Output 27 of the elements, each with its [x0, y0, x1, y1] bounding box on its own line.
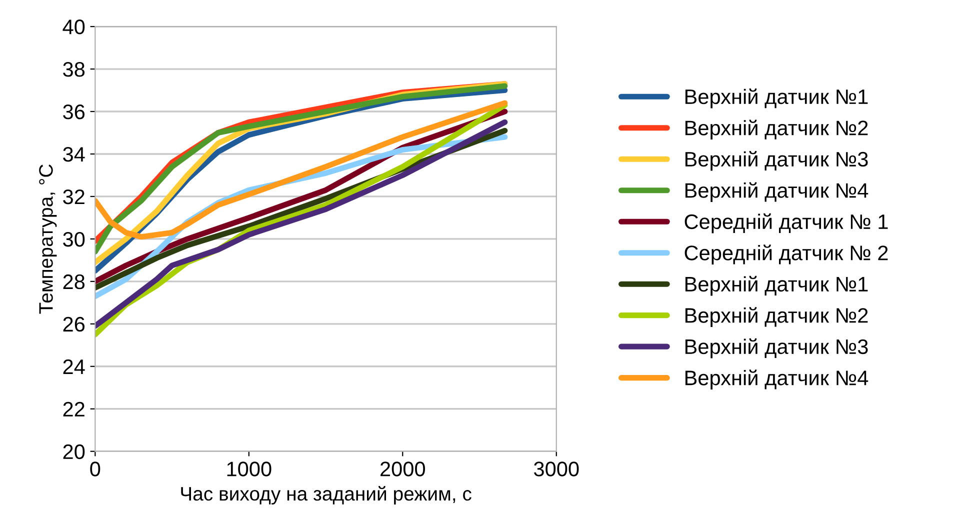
- legend-label: Верхній датчик №1: [685, 88, 868, 108]
- legend-label: Середній датчик № 1: [684, 213, 888, 234]
- y-axis-title: Температура, °С: [39, 164, 57, 314]
- y-tick-label: 26: [63, 316, 85, 332]
- legend-label: Середній датчик № 2: [684, 244, 888, 264]
- x-tick-label: 3000: [534, 462, 579, 476]
- legend-label: Верхній датчик №4: [685, 182, 868, 202]
- y-tick-label: 36: [63, 104, 85, 120]
- legend-label: Верхній датчик №4: [685, 370, 868, 390]
- y-tick-label: 32: [63, 189, 84, 204]
- legend-label: Верхній датчик №3: [685, 150, 868, 171]
- y-tick-label: 38: [63, 62, 85, 77]
- y-tick-label: 22: [63, 402, 84, 416]
- x-tick-label: 2000: [380, 462, 425, 476]
- y-tick-label: 24: [63, 359, 85, 374]
- legend-label: Верхній датчик №2: [685, 120, 868, 140]
- y-tick-label: 20: [63, 444, 85, 460]
- x-tick-label: 0: [90, 462, 100, 476]
- legend-label: Верхній датчик №1: [685, 276, 868, 296]
- x-axis-title: Час виходу на заданий режим, с: [181, 486, 472, 505]
- x-tick-label: 1000: [227, 462, 272, 476]
- y-tick-label: 28: [63, 274, 85, 290]
- y-tick-label: 40: [62, 20, 85, 34]
- y-tick-label: 34: [63, 146, 85, 162]
- legend-label: Верхній датчик №2: [685, 307, 868, 327]
- y-tick-label: 30: [63, 232, 85, 247]
- legend-label: Верхній датчик №3: [685, 338, 868, 358]
